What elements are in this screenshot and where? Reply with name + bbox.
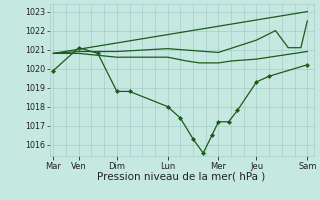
X-axis label: Pression niveau de la mer( hPa ): Pression niveau de la mer( hPa ) — [98, 172, 266, 182]
